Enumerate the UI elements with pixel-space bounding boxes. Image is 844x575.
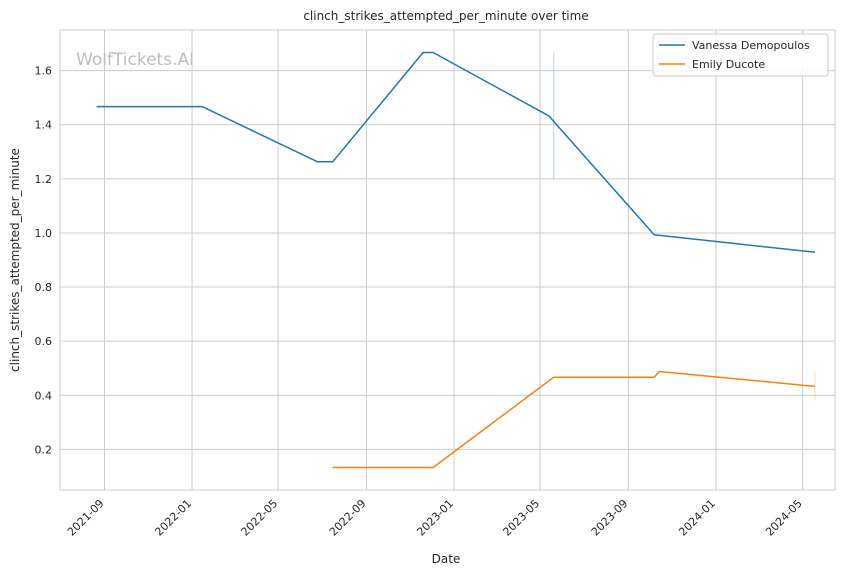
- legend-label: Vanessa Demopoulos: [692, 39, 810, 52]
- y-tick-label: 0.6: [35, 335, 53, 348]
- watermark-text: WolfTickets.AI: [76, 50, 194, 70]
- chart-title: clinch_strikes_attempted_per_minute over…: [303, 9, 588, 23]
- y-tick-label: 1.6: [35, 65, 53, 78]
- y-tick-label: 1.4: [35, 119, 53, 132]
- x-axis-title: Date: [432, 552, 461, 566]
- y-tick-label: 1.0: [35, 227, 53, 240]
- y-axis-title: clinch_strikes_attempted_per_minute: [8, 148, 22, 372]
- plot-frame: [59, 29, 836, 491]
- legend-box: [652, 33, 829, 77]
- legend: Vanessa Demopoulos Emily Ducote: [652, 33, 829, 77]
- y-tick-label: 0.8: [35, 281, 53, 294]
- series-line: [96, 51, 815, 253]
- y-tick-label: 0.4: [35, 389, 53, 402]
- legend-items: Vanessa Demopoulos Emily Ducote: [659, 39, 810, 71]
- legend-label: Emily Ducote: [692, 58, 765, 71]
- series-layer: [96, 51, 815, 469]
- y-tick-labels: 0.2 0.4 0.6 0.8 1.0 1.2 1.4 1.6: [35, 65, 53, 457]
- series-line: [332, 370, 815, 469]
- y-tick-label: 1.2: [35, 173, 53, 186]
- y-tick-label: 0.2: [35, 443, 53, 456]
